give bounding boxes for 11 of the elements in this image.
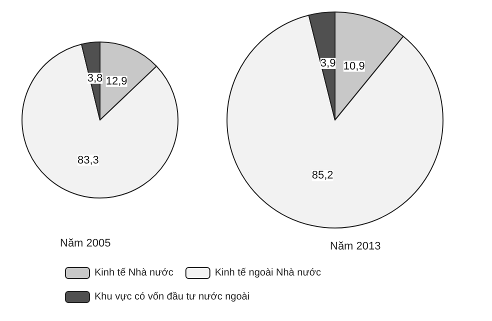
data-label: 3,9 — [320, 57, 336, 70]
legend-label: Kinh tế ngoài Nhà nước — [214, 268, 321, 278]
data-label: 85,2 — [312, 170, 334, 182]
slice-label: Năm 2013 — [330, 240, 381, 252]
legend-label: Khu vực có vốn đầu tư nước ngoài — [94, 292, 250, 302]
slice-label: Năm 2005 — [60, 238, 111, 250]
data-label: 10,9 — [343, 60, 365, 72]
data-label: 83,3 — [77, 154, 99, 166]
legend-label: Kinh tế Nhà nước — [94, 268, 174, 278]
data-label: 12,9 — [106, 75, 128, 88]
data-label: 3,8 — [87, 72, 103, 84]
